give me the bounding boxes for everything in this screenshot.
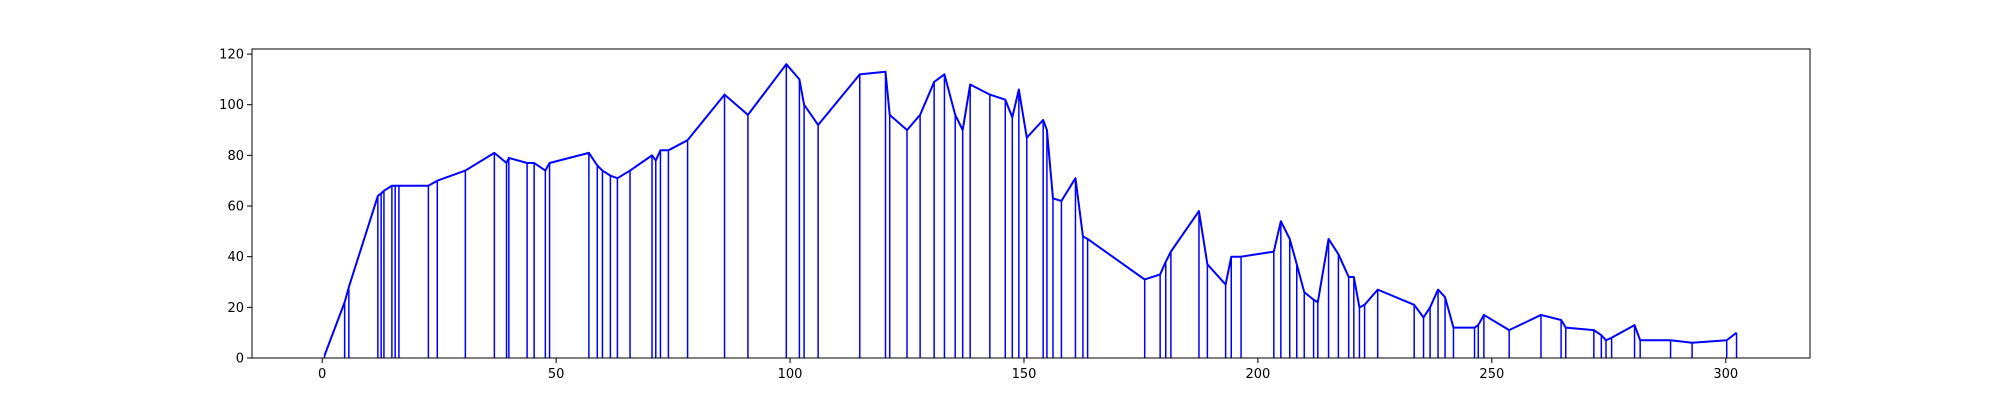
y-tick-label: 40 xyxy=(227,250,244,265)
x-tick-label: 200 xyxy=(1246,367,1271,382)
axes-frame xyxy=(251,48,1811,359)
y-tick-label: 20 xyxy=(227,301,244,316)
x-axis-ticks: 0 50 100 150 200 250 300 xyxy=(318,358,1738,382)
series-layer xyxy=(323,63,1738,358)
series-line xyxy=(323,63,1738,356)
y-tick-label: 0 xyxy=(236,352,244,367)
y-tick-label: 80 xyxy=(227,149,244,164)
y-axis-ticks: 0 20 40 60 80 100 120 xyxy=(219,48,252,367)
x-tick-label: 300 xyxy=(1713,367,1738,382)
axes-background xyxy=(252,49,1810,358)
y-tick-label: 60 xyxy=(227,200,244,215)
y-tick-label: 100 xyxy=(219,98,244,113)
y-tick-label: 120 xyxy=(219,48,244,63)
x-tick-label: 0 xyxy=(318,367,326,382)
x-tick-label: 250 xyxy=(1479,367,1504,382)
x-tick-label: 150 xyxy=(1012,367,1037,382)
x-tick-label: 50 xyxy=(548,367,565,382)
x-tick-label: 100 xyxy=(778,367,803,382)
